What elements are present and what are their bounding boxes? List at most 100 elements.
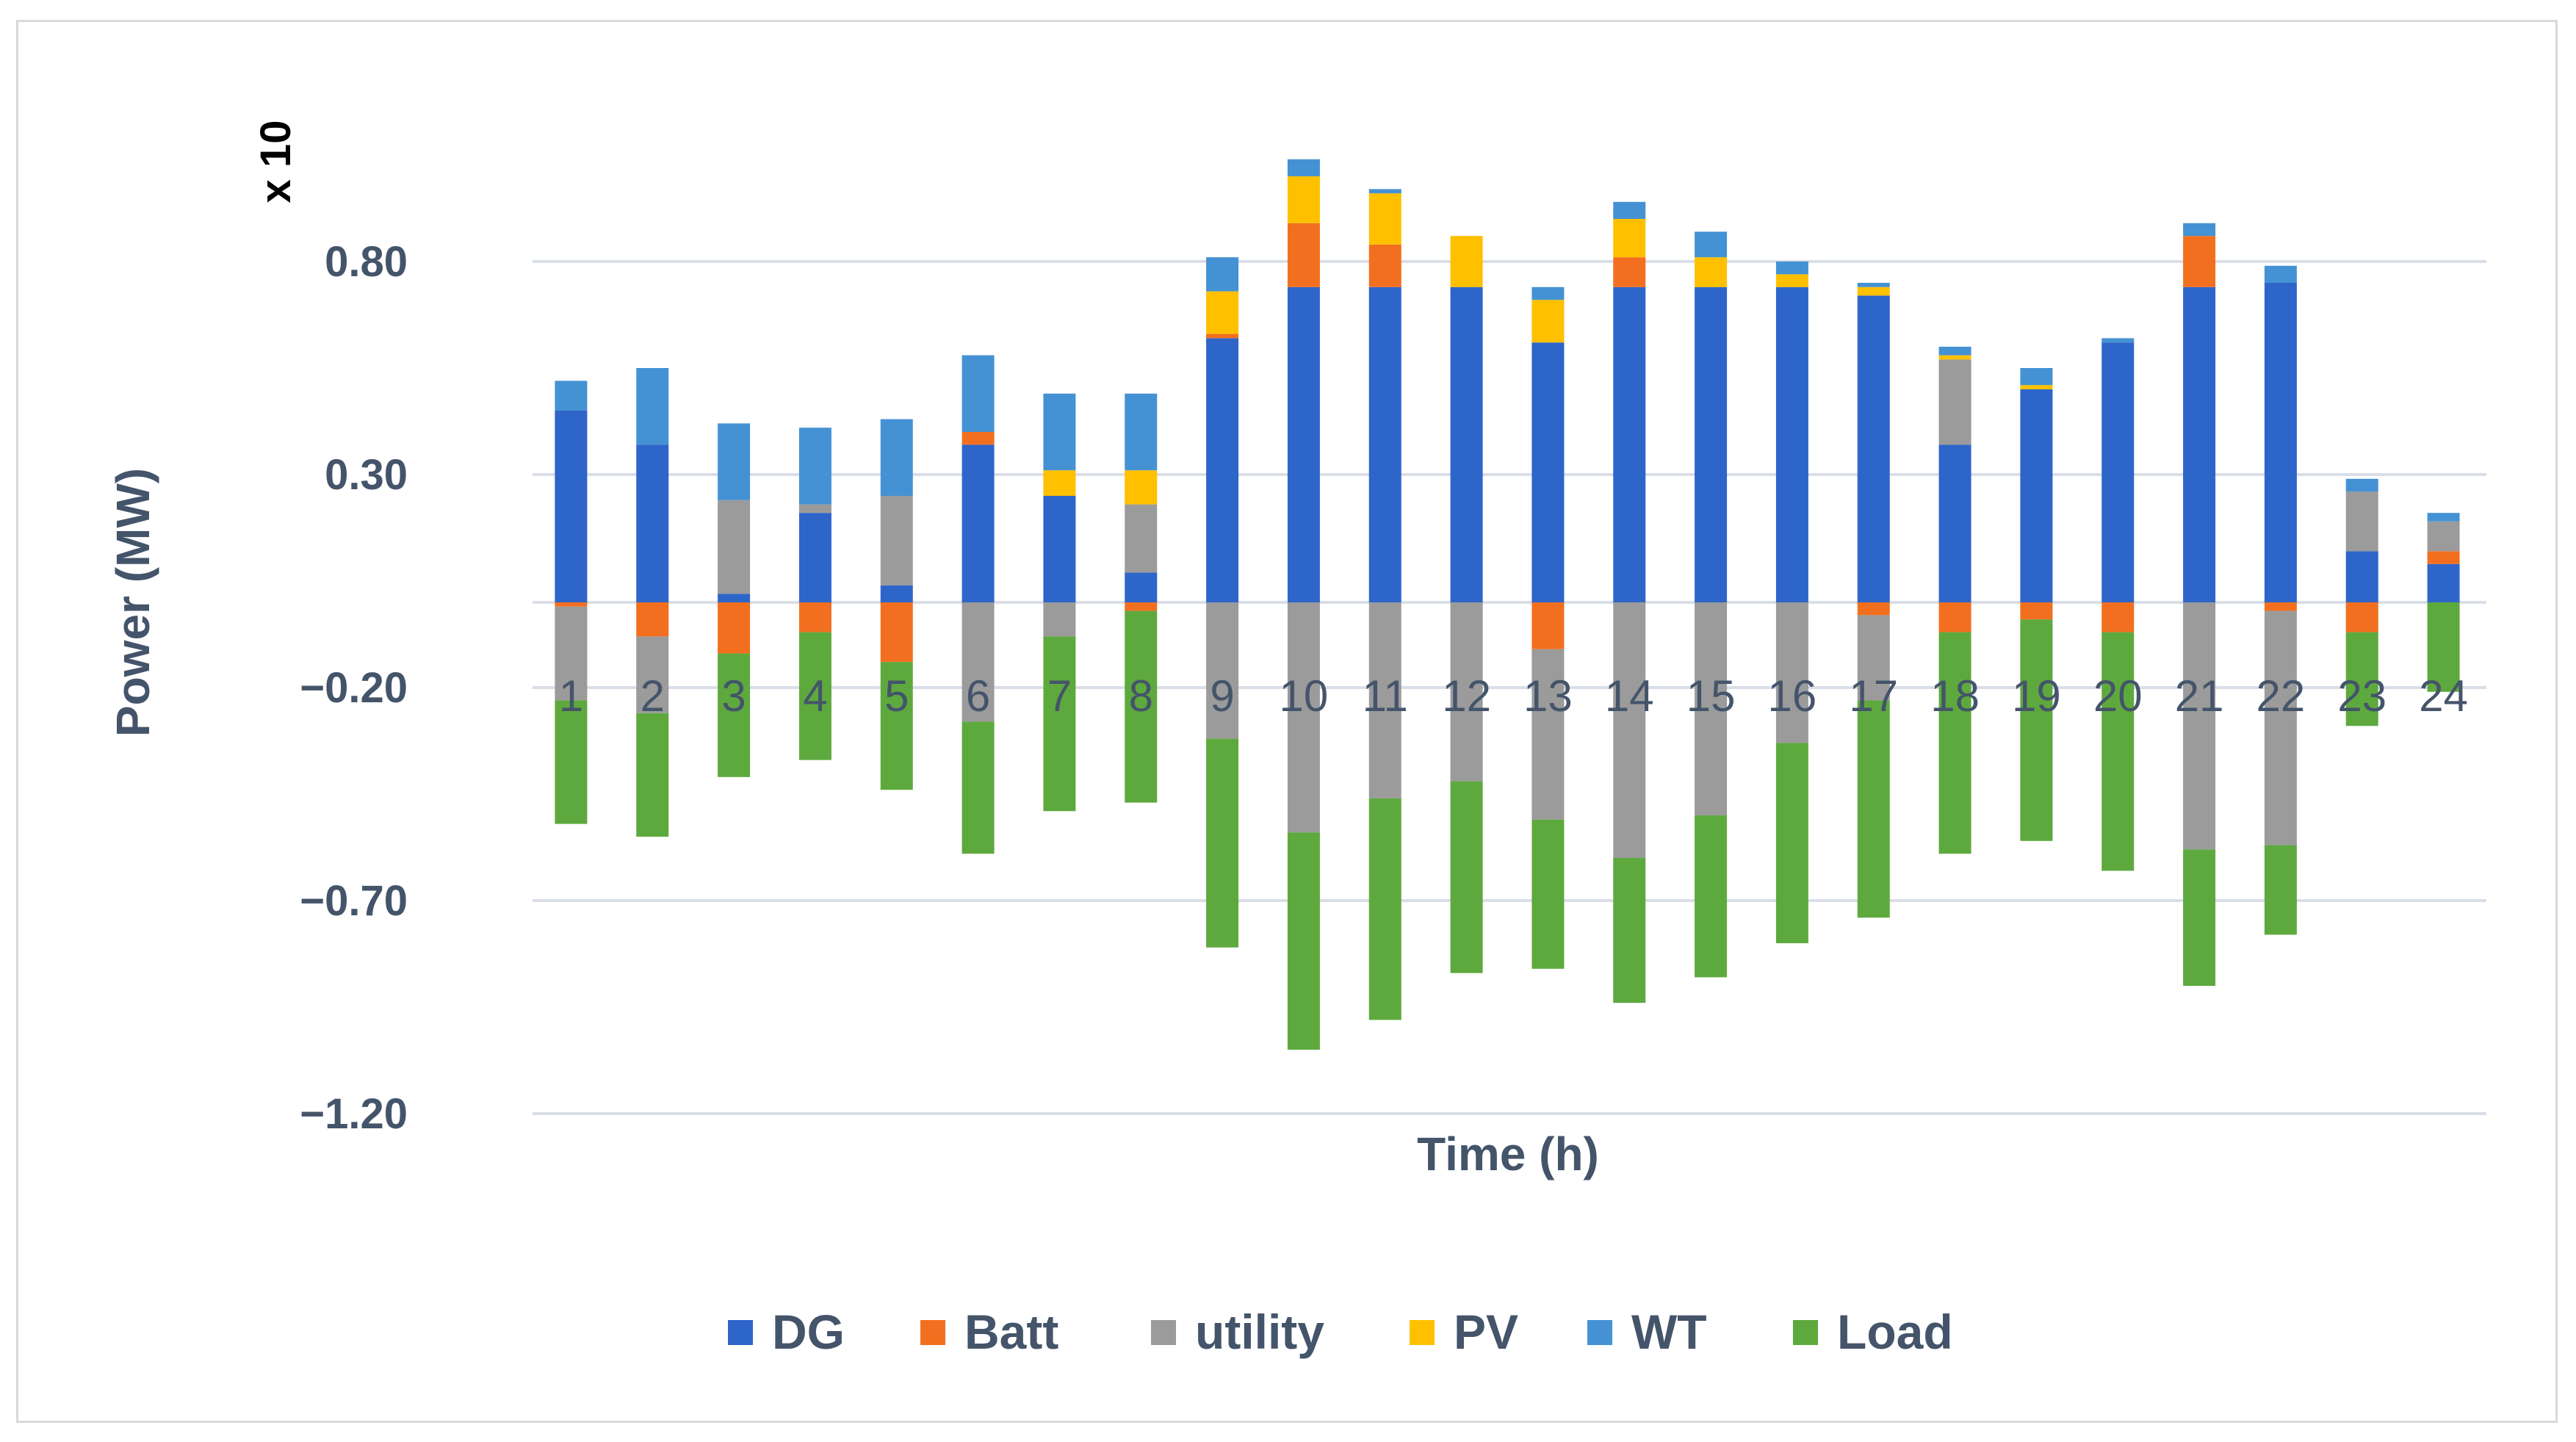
legend: DG Batt utility PV WT Load xyxy=(728,1305,1953,1359)
bar-segment-wt-9 xyxy=(1206,257,1239,292)
bar-segment-utility-14 xyxy=(1613,602,1646,858)
x-category-label: 15 xyxy=(1686,671,1736,721)
bar-segment-wt-14 xyxy=(1613,201,1646,219)
bar-segment-dg-17 xyxy=(1857,295,1890,602)
bar-segment-dg-8 xyxy=(1125,572,1158,602)
bar-segment-dg-15 xyxy=(1695,286,1728,602)
bar-segment-batt-1 xyxy=(555,602,588,607)
y-tick-label: 0.80 xyxy=(325,238,408,286)
bar-segment-dg-1 xyxy=(555,411,588,602)
x-category-label: 13 xyxy=(1523,671,1573,721)
x-category-label: 23 xyxy=(2337,671,2386,721)
bar-segment-utility-12 xyxy=(1450,602,1483,782)
bar-segment-batt-4 xyxy=(798,602,831,632)
bar-segment-utility-18 xyxy=(1938,359,1971,445)
bar-segment-pv-14 xyxy=(1613,219,1646,258)
bar-segment-wt-16 xyxy=(1775,262,1808,275)
bar-segment-utility-1 xyxy=(555,606,588,701)
bar-segment-wt-3 xyxy=(718,423,751,500)
bar-segment-dg-7 xyxy=(1043,496,1076,602)
y-tick-label: −0.20 xyxy=(300,664,408,712)
legend-swatch-utility xyxy=(1151,1320,1176,1345)
bar-segment-pv-15 xyxy=(1695,257,1728,287)
bar-segment-utility-13 xyxy=(1531,649,1565,820)
bar-segment-load-5 xyxy=(880,662,913,790)
x-category-label: 9 xyxy=(1210,671,1234,721)
bar-segment-load-8 xyxy=(1125,610,1158,803)
bar-segment-batt-6 xyxy=(962,432,995,445)
bar-segment-dg-11 xyxy=(1368,286,1401,602)
x-category-label: 17 xyxy=(1849,671,1898,721)
x-category-label: 12 xyxy=(1442,671,1491,721)
bar-segment-load-14 xyxy=(1613,858,1646,1003)
x-category-label: 4 xyxy=(803,671,827,721)
bar-segment-dg-2 xyxy=(636,444,669,602)
bar-segment-load-11 xyxy=(1368,798,1401,1020)
bar-segment-load-23 xyxy=(2345,632,2378,727)
bar-segment-utility-24 xyxy=(2427,521,2460,552)
bar-segment-wt-10 xyxy=(1287,159,1320,176)
category-labels: 1 2 3 4 5 6 7 8 9 10 11 12 13 14 15 16 17 18 19 20 21 22 23 24 xyxy=(559,671,2468,721)
bar-segment-batt-11 xyxy=(1368,244,1401,287)
bar-segment-utility-5 xyxy=(880,496,913,585)
bar-segment-load-4 xyxy=(798,632,831,760)
bar-segment-wt-21 xyxy=(2183,223,2216,237)
legend-swatch-wt xyxy=(1587,1320,1612,1345)
bar-segment-utility-8 xyxy=(1125,504,1158,573)
y-axis-multiplier: x 10 xyxy=(252,120,300,203)
bar-segment-wt-23 xyxy=(2345,478,2378,492)
y-axis-title: Power (MW) xyxy=(107,468,159,737)
bar-segment-load-13 xyxy=(1531,819,1565,969)
bar-segment-utility-16 xyxy=(1775,602,1808,743)
bar-segment-load-17 xyxy=(1857,700,1890,918)
bar-segment-batt-13 xyxy=(1531,602,1565,649)
bar-segment-wt-20 xyxy=(2101,338,2135,343)
bar-segment-wt-22 xyxy=(2264,265,2297,283)
bar-segment-batt-2 xyxy=(636,602,669,637)
bar-segment-utility-17 xyxy=(1857,615,1890,701)
y-tick-label: 0.30 xyxy=(325,451,408,499)
bar-segment-wt-6 xyxy=(962,355,995,432)
bar-segment-dg-14 xyxy=(1613,286,1646,602)
bar-segment-utility-22 xyxy=(2264,610,2297,846)
bar-segment-dg-24 xyxy=(2427,563,2460,602)
legend-swatch-batt xyxy=(920,1320,945,1345)
bar-segment-wt-8 xyxy=(1125,393,1158,471)
bar-segment-wt-15 xyxy=(1695,231,1728,258)
x-category-label: 21 xyxy=(2175,671,2224,721)
bar-segment-dg-6 xyxy=(962,444,995,602)
legend-swatch-pv xyxy=(1410,1320,1435,1345)
x-category-label: 19 xyxy=(2012,671,2061,721)
bar-segment-wt-19 xyxy=(2020,368,2053,386)
bar-segment-batt-24 xyxy=(2427,551,2460,564)
bar-segment-pv-10 xyxy=(1287,176,1320,223)
bar-segment-utility-10 xyxy=(1287,602,1320,833)
bar-segment-load-3 xyxy=(718,653,751,777)
y-tick-label: −1.20 xyxy=(300,1090,408,1138)
bar-segment-dg-16 xyxy=(1775,286,1808,602)
x-category-label: 7 xyxy=(1047,671,1072,721)
bar-segment-batt-14 xyxy=(1613,257,1646,287)
bar-segment-utility-11 xyxy=(1368,602,1401,798)
bar-segment-utility-15 xyxy=(1695,602,1728,815)
bar-segment-dg-19 xyxy=(2020,389,2053,602)
bar-segment-batt-10 xyxy=(1287,223,1320,287)
bar-segment-batt-9 xyxy=(1206,334,1239,339)
legend-swatch-load xyxy=(1793,1320,1818,1345)
bar-segment-wt-1 xyxy=(555,381,588,411)
legend-label-utility: utility xyxy=(1195,1305,1324,1359)
bar-segment-dg-13 xyxy=(1531,342,1565,602)
bar-segment-load-24 xyxy=(2427,602,2460,692)
legend-label-wt: WT xyxy=(1631,1305,1707,1359)
x-category-label: 10 xyxy=(1280,671,1329,721)
bar-segment-dg-18 xyxy=(1938,444,1971,602)
bar-segment-dg-12 xyxy=(1450,286,1483,602)
bar-segment-utility-2 xyxy=(636,636,669,713)
bar-segment-utility-9 xyxy=(1206,602,1239,739)
legend-swatch-dg xyxy=(728,1320,753,1345)
x-category-label: 22 xyxy=(2256,671,2306,721)
bar-segment-pv-16 xyxy=(1775,274,1808,287)
chart-frame: 1 2 3 4 5 6 7 8 9 10 11 12 13 14 15 16 17 18 19 20 21 22 23 24 … xyxy=(16,20,2558,1423)
bar-segment-load-1 xyxy=(555,700,588,824)
bar-segment-dg-5 xyxy=(880,585,913,602)
